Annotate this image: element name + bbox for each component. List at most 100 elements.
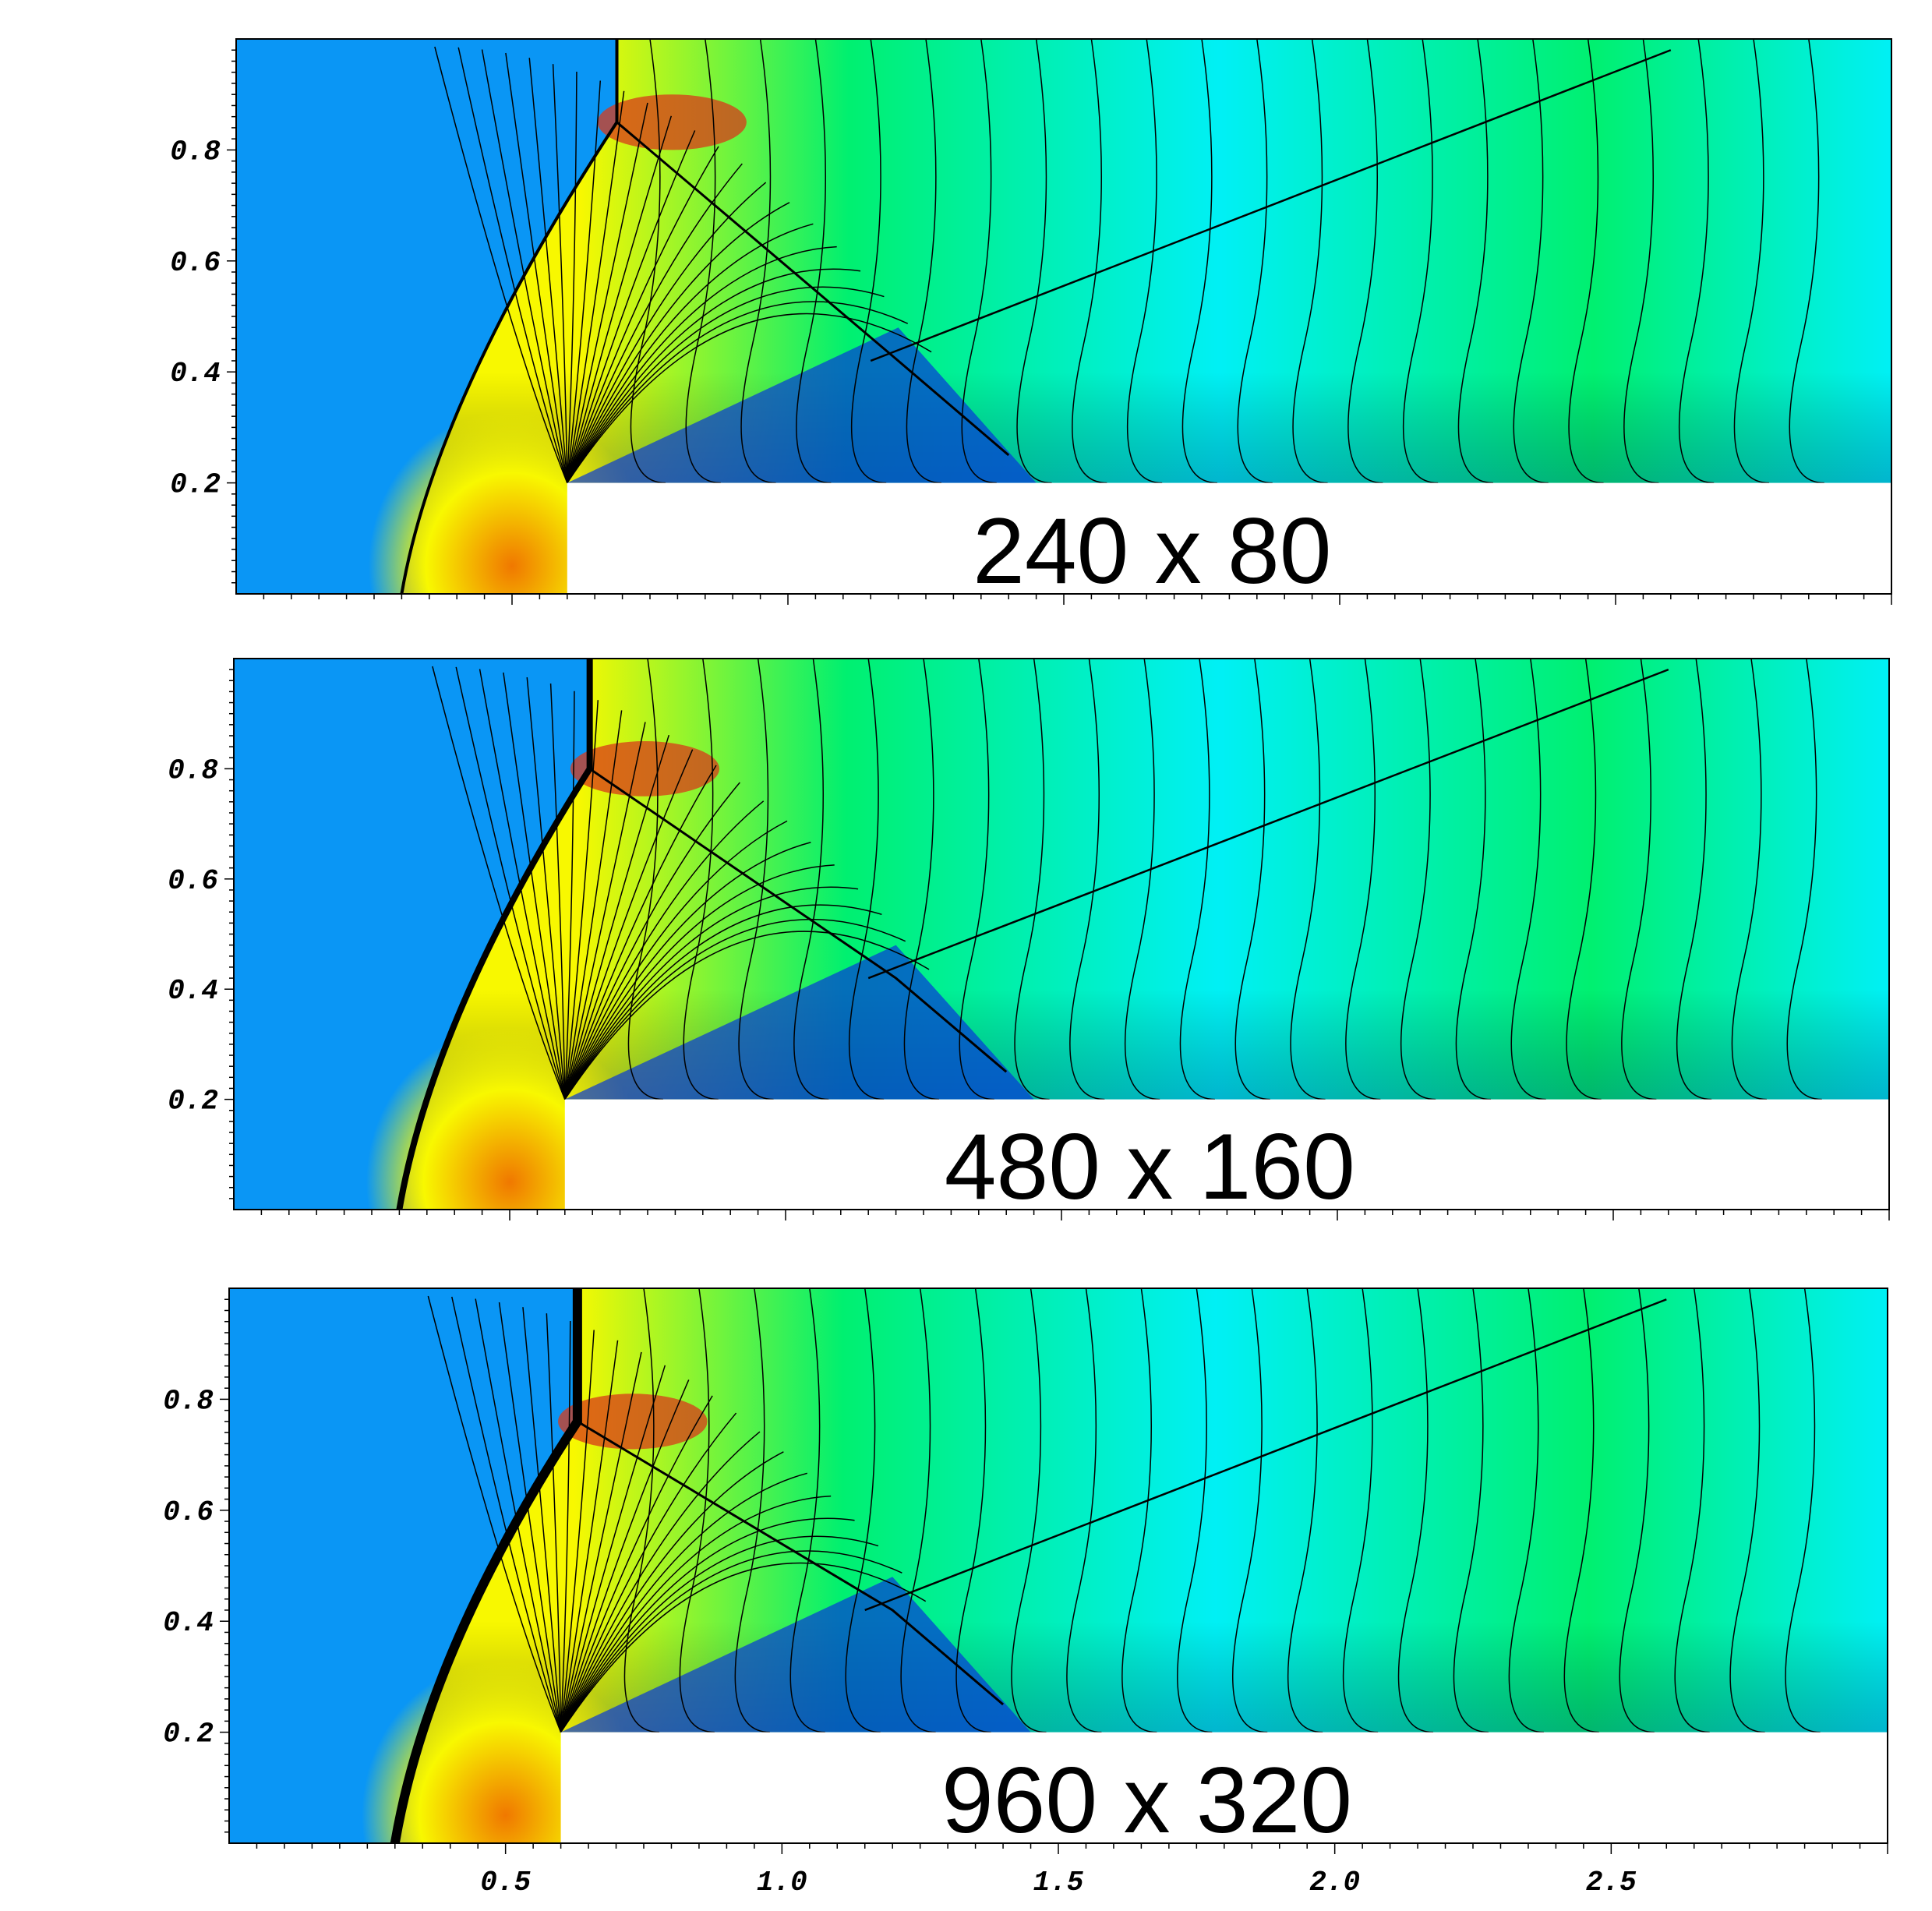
- contour-line: [560, 1351, 642, 1733]
- contour-line: [1733, 39, 1770, 484]
- contour-line: [564, 710, 623, 1100]
- contour-line: [1290, 659, 1326, 1100]
- contour-line: [560, 1535, 879, 1733]
- contour-line: [740, 39, 776, 484]
- expansion-region: [560, 1577, 1031, 1733]
- y-tick-label: 0.6: [163, 1496, 214, 1528]
- contour-line: [1287, 1288, 1323, 1733]
- y-tick-label: 0.8: [163, 1385, 214, 1417]
- contour-line: [567, 245, 837, 483]
- contour-line: [1397, 1288, 1434, 1733]
- y-tick-label: 0.2: [163, 1718, 214, 1750]
- contour-line: [564, 820, 788, 1100]
- contour-line: [546, 1313, 562, 1733]
- contour-line: [560, 1517, 855, 1733]
- contour-line: [1179, 659, 1216, 1100]
- contour-line: [560, 1320, 571, 1733]
- contour-line: [1676, 659, 1712, 1100]
- contour-line: [455, 666, 566, 1100]
- contour-line: [567, 115, 673, 483]
- contour-line: [1621, 659, 1657, 1100]
- step-obstacle: [560, 1732, 1888, 1843]
- contour-line: [1674, 1288, 1710, 1733]
- contour-line: [564, 765, 717, 1100]
- contour-line: [567, 313, 932, 484]
- panel-label: 960 x 320: [941, 1748, 1352, 1853]
- contour-line: [1016, 39, 1052, 484]
- contour-line: [1237, 39, 1273, 484]
- contour-line: [451, 1296, 562, 1733]
- contour-line: [1014, 659, 1050, 1100]
- contour-line: [734, 1288, 770, 1733]
- contour-line: [961, 39, 997, 484]
- contour-line: [1345, 659, 1381, 1100]
- contour-line: [1785, 1288, 1821, 1733]
- contour-line: [432, 666, 566, 1100]
- y-tick-label: 0.8: [170, 136, 221, 168]
- contour-line: [564, 800, 765, 1100]
- y-tick-label: 0.6: [168, 865, 218, 897]
- panel-label: 480 x 160: [945, 1114, 1355, 1219]
- contour-line: [564, 864, 835, 1100]
- x-tick-label: 1.0: [757, 1867, 807, 1899]
- contour-line: [560, 1379, 690, 1733]
- reflected-shock-2: [867, 668, 1669, 980]
- bow-shock: [396, 659, 593, 1210]
- contour-line: [481, 49, 568, 483]
- y-tick-label: 0.4: [168, 975, 218, 1007]
- contour-line: [793, 659, 829, 1100]
- contour-line: [1563, 1288, 1599, 1733]
- contour-line: [564, 842, 811, 1100]
- contour-line: [526, 677, 566, 1100]
- contour-line: [567, 146, 719, 483]
- contour-line: [560, 1472, 807, 1733]
- contour-line: [427, 1295, 562, 1733]
- contour-line: [560, 1451, 784, 1733]
- contour-line: [564, 904, 882, 1100]
- contour-line: [567, 90, 625, 483]
- contour-line: [1347, 39, 1383, 484]
- contour-line: [1234, 659, 1270, 1100]
- contour-line: [560, 1330, 595, 1733]
- contour-line: [560, 1495, 832, 1733]
- contour-line: [567, 102, 648, 483]
- contour-line: [567, 182, 767, 483]
- contour-line: [1011, 1288, 1047, 1733]
- y-tick-label: 0.2: [170, 469, 221, 501]
- contour-line: [1623, 39, 1659, 484]
- contour-line: [1457, 39, 1494, 484]
- contour-line: [564, 722, 646, 1100]
- contour-line: [1508, 1288, 1544, 1733]
- contour-line: [1729, 1288, 1765, 1733]
- y-tick-label: 0.8: [168, 754, 218, 786]
- contour-line: [505, 52, 568, 483]
- contour-line: [1678, 39, 1715, 484]
- panel-label: 240 x 80: [973, 499, 1331, 603]
- panel-2: 0.2 0.4 0.6 0.8 480 x 160: [168, 658, 1890, 1220]
- contour-line: [903, 659, 940, 1100]
- contour-line: [623, 1288, 660, 1733]
- contour-line: [1513, 39, 1549, 484]
- contour-line: [1072, 39, 1107, 484]
- contour-line: [1231, 1288, 1268, 1733]
- contour-line: [900, 1288, 936, 1733]
- contour-line: [564, 782, 740, 1100]
- contour-line: [738, 659, 774, 1100]
- contour-line: [498, 1302, 562, 1733]
- contour-line: [560, 1431, 761, 1733]
- contour-line: [1400, 659, 1436, 1100]
- contour-line: [522, 1307, 562, 1733]
- contour-line: [627, 659, 664, 1100]
- contour-line: [457, 47, 568, 483]
- contour-line: [1455, 659, 1492, 1100]
- contour-line: [567, 268, 861, 483]
- contour-line: [1126, 39, 1163, 484]
- triple-point-hotspot: [570, 741, 720, 797]
- contour-line: [549, 684, 566, 1100]
- contour-line: [567, 71, 577, 483]
- contour-line: [679, 1288, 715, 1733]
- contour-line: [434, 46, 568, 483]
- contour-line: [567, 202, 790, 483]
- contour-line: [560, 1365, 666, 1733]
- expansion-region: [567, 327, 1037, 483]
